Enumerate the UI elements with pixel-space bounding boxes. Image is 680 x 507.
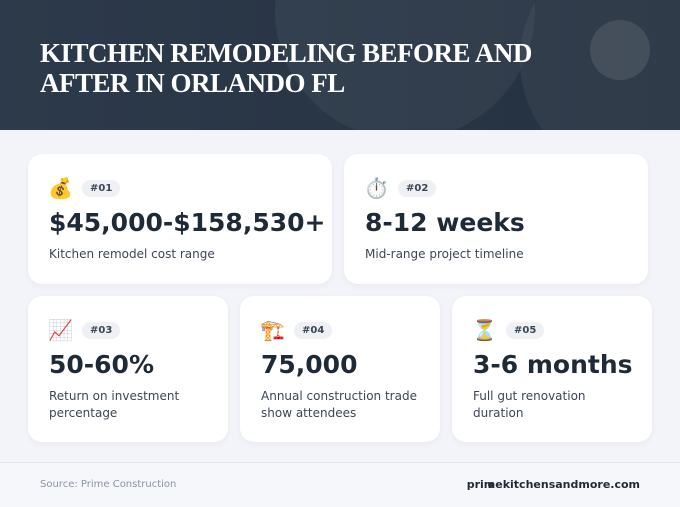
stat-card: ⏱️ #02 8-12 weeks Mid-range project timelin… xyxy=(344,154,648,284)
stat-card: 📈 #03 50-60% Return on investment percentag… xyxy=(28,296,228,442)
badge: #04 xyxy=(294,322,333,339)
stat-card: ⏳ #05 3-6 months Full gut renovation durati… xyxy=(452,296,652,442)
stat-value: 3-6 months xyxy=(473,350,633,379)
badge: #05 xyxy=(506,322,545,339)
badge: #03 xyxy=(82,322,121,339)
source: Source: Prime Construction xyxy=(40,479,177,490)
icon: 💰 xyxy=(48,176,73,200)
stat-value: 75,000 xyxy=(261,350,358,379)
stat-label: Full gut renovation duration xyxy=(473,389,586,420)
badge: #02 xyxy=(398,180,437,197)
stat-label: Return on investment percentage xyxy=(49,389,180,420)
stat-value: $45,000-$158,530+ xyxy=(49,208,326,237)
website[interactable]: primekitchensandmore.com xyxy=(466,478,640,491)
stat-value: 8-12 weeks xyxy=(365,208,525,237)
icon: 🏗️ xyxy=(260,318,285,342)
stat-label: Mid-range project timeline xyxy=(365,247,524,261)
stat-card: 💰 #01 $45,000-$158,530+ Kitchen remodel cos… xyxy=(28,154,332,284)
icon: ⏳ xyxy=(472,318,497,342)
title: Kitchen Remodeling Before and After in O… xyxy=(40,38,532,98)
stat-value: 50-60% xyxy=(49,350,155,379)
footer: Source: Prime Construction primekitchens… xyxy=(0,462,680,507)
stat-label: Annual construction trade show attendees xyxy=(261,389,417,420)
stat-card: 🏗️ #04 75,000 Annual construction trade sho… xyxy=(240,296,440,442)
icon: ⏱️ xyxy=(364,176,389,200)
badge: #01 xyxy=(82,180,121,197)
header: Kitchen Remodeling Before and After in O… xyxy=(0,0,680,130)
decor-circle xyxy=(520,0,680,130)
stat-label: Kitchen remodel cost range xyxy=(49,247,215,261)
decor-circle xyxy=(590,20,650,80)
bullet xyxy=(488,482,494,488)
icon: 📈 xyxy=(48,318,73,342)
